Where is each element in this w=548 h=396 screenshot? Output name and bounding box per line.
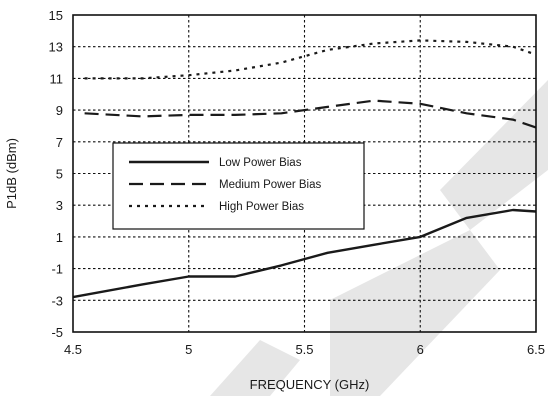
plot-frame	[72, 14, 537, 333]
legend-box	[112, 142, 365, 230]
watermark	[210, 80, 548, 396]
x-axis-title: FREQUENCY (GHz)	[250, 377, 370, 392]
y-tick-label: 1	[56, 230, 63, 245]
x-tick-label: 6.5	[527, 342, 545, 357]
series-line-low-power-bias	[72, 208, 537, 299]
y-tick-label: 9	[56, 103, 63, 118]
series-line-medium-power-bias	[84, 99, 537, 129]
y-tick-label: 11	[50, 71, 64, 86]
y-tick-label: 3	[56, 198, 63, 213]
x-tick-label: 5	[185, 342, 192, 357]
y-axis-title: P1dB (dBm)	[4, 138, 19, 209]
y-tick-label: -1	[51, 262, 63, 277]
y-tick-label: 5	[56, 167, 63, 182]
legend-label: High Power Bias	[219, 201, 304, 213]
y-tick-label: 7	[56, 135, 63, 150]
series-group	[72, 39, 537, 299]
legend-label: Medium Power Bias	[219, 179, 322, 191]
y-tick-label: -5	[51, 325, 63, 340]
y-tick-label: 15	[49, 8, 63, 23]
y-tick-label: 13	[49, 40, 63, 55]
legend-label: Low Power Bias	[219, 157, 302, 169]
legend: Low Power Bias Medium Power Bias High Powe…	[112, 142, 365, 230]
x-tick-label: 4.5	[64, 342, 82, 357]
series-line-high-power-bias	[84, 39, 537, 80]
y-tick-label: -3	[51, 293, 63, 308]
x-tick-labels: 4.5 5 5.5 6 6.5	[64, 342, 545, 357]
x-tick-label: 5.5	[295, 342, 313, 357]
x-tick-label: 6	[417, 342, 424, 357]
